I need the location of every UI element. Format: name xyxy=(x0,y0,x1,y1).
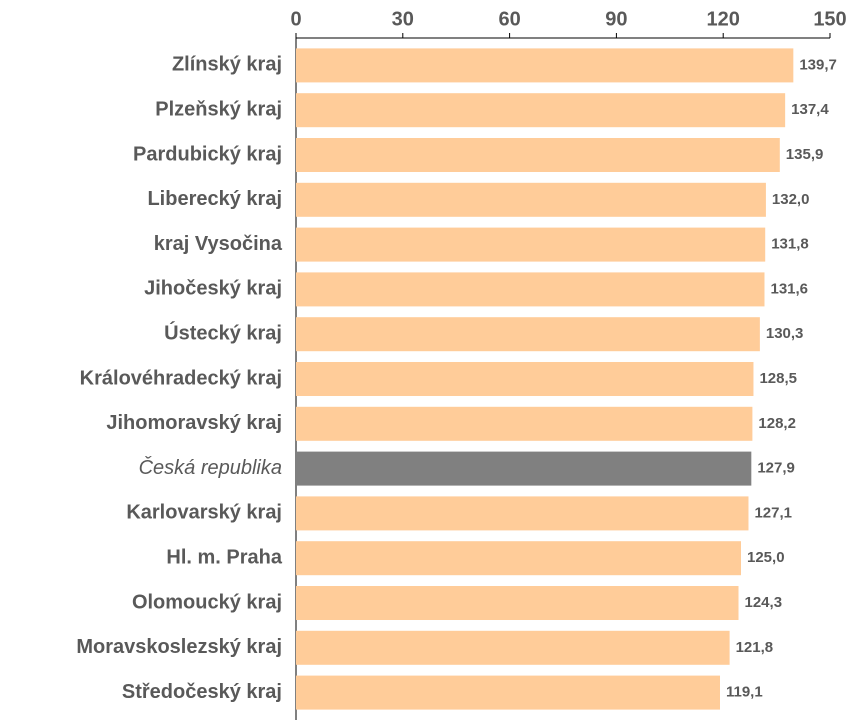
value-label: 121,8 xyxy=(736,639,774,656)
bar xyxy=(296,675,720,710)
value-label: 128,5 xyxy=(759,370,797,387)
x-tick-label: 90 xyxy=(605,8,627,30)
x-tick-label: 120 xyxy=(707,8,740,30)
y-tick-label: Královéhradecký kraj xyxy=(80,367,282,389)
value-label: 124,3 xyxy=(745,594,783,611)
bar xyxy=(296,586,739,620)
x-tick-label: 60 xyxy=(498,8,520,30)
y-tick-label: Středočeský kraj xyxy=(122,681,282,703)
y-tick-label: Moravskoslezský kraj xyxy=(76,636,282,658)
value-label: 127,1 xyxy=(754,504,792,521)
y-tick-label: Zlínský kraj xyxy=(172,54,282,76)
y-tick-label: Hl. m. Praha xyxy=(166,546,282,568)
value-label: 125,0 xyxy=(747,549,785,566)
y-tick-label: Česká republika xyxy=(139,456,282,479)
value-label: 137,4 xyxy=(791,101,829,118)
x-tick-label: 0 xyxy=(290,8,301,30)
bar xyxy=(296,227,766,262)
y-tick-label: Liberecký kraj xyxy=(147,188,282,210)
y-tick-label: Ústecký kraj xyxy=(164,320,282,344)
y-tick-label: Olomoucký kraj xyxy=(132,591,282,613)
y-tick-label: Karlovarský kraj xyxy=(126,502,282,524)
bar xyxy=(296,496,749,531)
y-tick-label: Plzeňský kraj xyxy=(155,98,282,120)
value-label: 139,7 xyxy=(799,56,837,73)
value-label: 127,9 xyxy=(757,460,795,477)
value-label: 132,0 xyxy=(772,191,810,208)
bar xyxy=(296,317,760,352)
bar xyxy=(296,182,766,217)
y-tick-label: Jihočeský kraj xyxy=(144,278,282,300)
bar xyxy=(296,451,752,486)
value-label: 131,6 xyxy=(770,280,808,297)
bar xyxy=(296,48,794,83)
x-tick-label: 150 xyxy=(813,8,846,30)
bar xyxy=(296,362,754,396)
value-label: 119,1 xyxy=(726,684,763,701)
value-label: 135,9 xyxy=(786,146,824,163)
bar xyxy=(296,93,786,128)
bar xyxy=(296,630,730,665)
value-label: 130,3 xyxy=(766,325,804,342)
bar xyxy=(296,138,780,172)
bar xyxy=(296,406,753,441)
value-label: 131,8 xyxy=(771,236,809,253)
bar xyxy=(296,541,741,576)
y-tick-label: Jihomoravský kraj xyxy=(106,412,282,434)
bar xyxy=(296,272,765,307)
y-tick-label: kraj Vysočina xyxy=(154,233,283,255)
x-tick-label: 30 xyxy=(392,8,414,30)
value-label: 128,2 xyxy=(758,415,796,432)
y-tick-label: Pardubický kraj xyxy=(133,143,282,165)
